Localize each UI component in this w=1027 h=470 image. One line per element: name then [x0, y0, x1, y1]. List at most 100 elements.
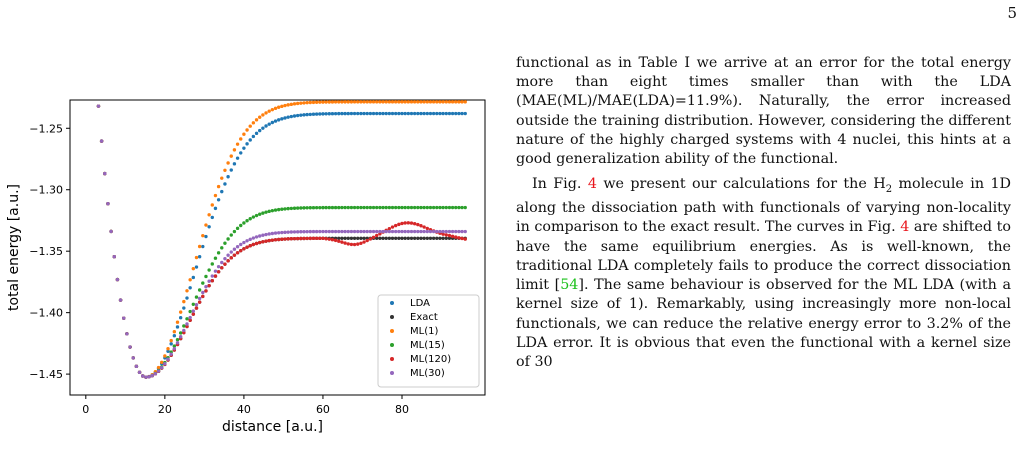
- point-ml120: [425, 226, 429, 231]
- point-ml30: [163, 362, 167, 366]
- point-ml120: [232, 253, 237, 257]
- point-exact: [390, 236, 395, 240]
- point-ml30: [141, 374, 145, 378]
- point-ml30: [295, 230, 300, 234]
- point-ml30: [393, 229, 398, 234]
- point-ml1: [267, 109, 271, 113]
- point-lda: [185, 296, 189, 300]
- point-ml120: [235, 251, 240, 255]
- x-tick-label: 80: [395, 403, 409, 416]
- point-ml30: [254, 235, 259, 239]
- point-ml30: [169, 352, 173, 356]
- point-ml1: [188, 278, 192, 282]
- paragraph-1: functional as in Table I we arrive at an…: [516, 55, 1011, 168]
- point-ml15: [318, 205, 322, 210]
- point-ml1: [216, 184, 221, 189]
- y-tick-label: −1.40: [29, 307, 63, 320]
- citation-link[interactable]: 54: [560, 277, 579, 294]
- point-ml120: [302, 236, 306, 241]
- point-ml1: [226, 161, 230, 165]
- legend-label: ML(120): [410, 354, 451, 365]
- point-ml120: [216, 270, 221, 274]
- point-exact: [412, 236, 417, 240]
- point-ml1: [232, 148, 237, 152]
- point-ml120: [375, 233, 379, 238]
- point-ml15: [397, 205, 401, 210]
- paragraph-2: In Fig. 4 we present our calculations fo…: [516, 176, 1012, 370]
- y-tick-label: −1.25: [29, 122, 63, 135]
- point-ml30: [172, 346, 177, 351]
- point-ml30: [371, 229, 376, 234]
- point-ml15: [295, 206, 300, 210]
- point-ml120: [239, 248, 243, 253]
- point-ml120: [397, 222, 401, 227]
- legend-label: ML(1): [410, 326, 438, 337]
- point-lda: [273, 119, 278, 123]
- point-ml1: [447, 100, 452, 104]
- point-ml30: [137, 370, 142, 375]
- point-ml15: [194, 295, 199, 299]
- point-ml1: [248, 124, 252, 128]
- point-ml15: [245, 219, 249, 223]
- point-lda: [330, 111, 335, 116]
- point-exact: [441, 236, 445, 240]
- point-ml30: [216, 264, 221, 269]
- point-ml120: [283, 237, 287, 241]
- point-ml30: [106, 202, 110, 206]
- point-ml1: [454, 100, 458, 104]
- body-text: functional as in Table I we arrive at an…: [516, 54, 1011, 372]
- legend-marker: [390, 315, 394, 319]
- point-ml1: [264, 111, 268, 115]
- point-ml15: [356, 205, 360, 210]
- point-ml15: [216, 251, 221, 255]
- point-ml1: [223, 168, 227, 172]
- figure-link[interactable]: 4: [587, 176, 597, 193]
- point-ml120: [321, 236, 325, 241]
- point-ml1: [286, 103, 290, 107]
- point-lda: [175, 325, 180, 329]
- point-lda: [333, 111, 338, 116]
- point-lda: [450, 111, 455, 116]
- point-ml120: [229, 256, 233, 260]
- point-lda: [412, 111, 417, 116]
- point-ml120: [340, 240, 344, 244]
- point-ml1: [337, 100, 341, 104]
- point-ml120: [276, 237, 281, 242]
- point-ml15: [390, 205, 395, 210]
- point-ml30: [305, 229, 309, 234]
- point-exact: [381, 236, 385, 240]
- point-exact: [356, 236, 360, 240]
- point-ml30: [318, 229, 322, 234]
- point-ml15: [365, 205, 369, 210]
- point-lda: [197, 255, 202, 259]
- point-ml120: [343, 241, 347, 245]
- point-ml30: [375, 229, 379, 234]
- point-lda: [235, 156, 240, 160]
- point-ml15: [352, 205, 357, 210]
- energy-chart: 0 20 40 60 80 −1.25 −1.30 −1.35 −1.40 −1.45 distan…: [6, 27, 486, 435]
- point-ml30: [207, 279, 211, 283]
- point-ml30: [289, 230, 294, 234]
- point-ml1: [318, 100, 322, 104]
- point-lda: [182, 306, 186, 310]
- point-lda: [362, 111, 366, 116]
- point-ml15: [210, 262, 214, 266]
- point-ml15: [232, 229, 237, 234]
- point-ml1: [270, 107, 275, 112]
- point-ml1: [308, 100, 312, 105]
- point-ml1: [356, 100, 360, 104]
- y-axis-label: total energy [a.u.]: [6, 184, 22, 311]
- point-ml30: [438, 229, 442, 234]
- point-ml15: [441, 205, 445, 210]
- point-lda: [229, 168, 233, 172]
- legend-label: ML(30): [410, 368, 445, 379]
- point-ml15: [254, 213, 259, 218]
- point-ml30: [204, 285, 208, 289]
- point-ml15: [314, 205, 319, 210]
- point-ml120: [450, 234, 455, 239]
- point-exact: [400, 236, 404, 240]
- point-ml30: [321, 229, 325, 234]
- point-ml30: [96, 104, 101, 108]
- figure-link[interactable]: 4: [900, 219, 910, 236]
- point-ml30: [144, 375, 148, 379]
